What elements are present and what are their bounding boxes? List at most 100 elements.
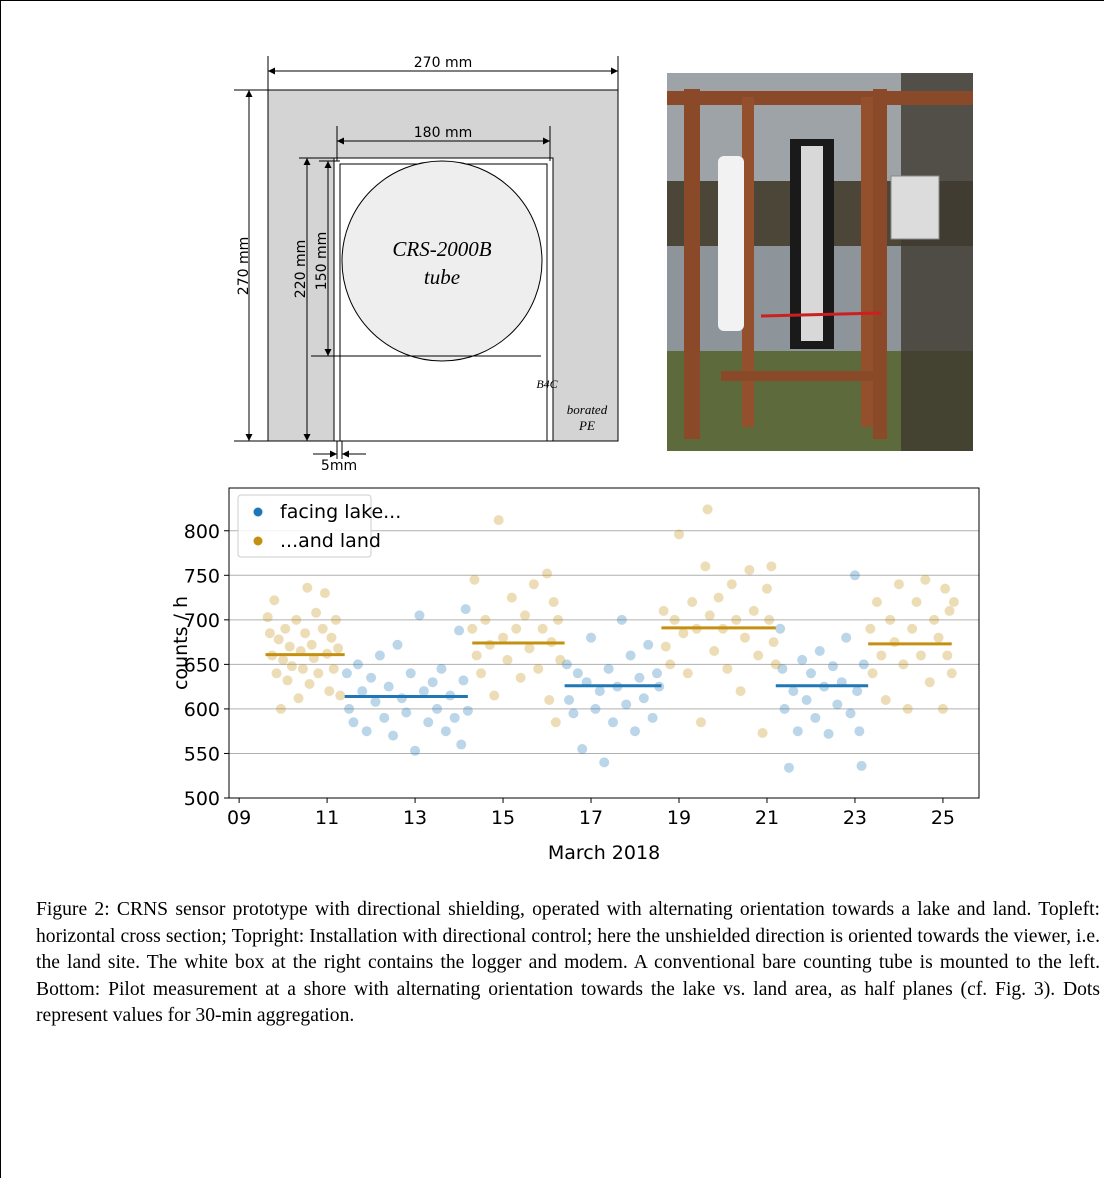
point — [379, 713, 389, 723]
point — [564, 695, 574, 705]
point — [758, 728, 768, 738]
dimension-label: 270 mm — [236, 237, 252, 295]
point — [529, 579, 539, 589]
point — [401, 707, 411, 717]
point — [731, 615, 741, 625]
point — [659, 606, 669, 616]
point — [542, 569, 552, 579]
point — [705, 610, 715, 620]
point — [263, 612, 273, 622]
point — [652, 668, 662, 678]
point — [942, 650, 952, 660]
x-tick-label: 21 — [755, 807, 779, 829]
point — [907, 624, 917, 634]
point — [806, 668, 816, 678]
point — [472, 650, 482, 660]
point — [586, 633, 596, 643]
point — [353, 659, 363, 669]
point — [665, 659, 675, 669]
point — [854, 726, 864, 736]
point — [375, 650, 385, 660]
point — [551, 717, 561, 727]
y-tick-label: 550 — [184, 743, 220, 765]
point — [489, 691, 499, 701]
y-tick-label: 500 — [184, 788, 220, 810]
point — [925, 677, 935, 687]
point — [333, 643, 343, 653]
point — [824, 729, 834, 739]
point — [283, 675, 293, 685]
point — [894, 579, 904, 589]
figure: 270 mm 180 mm 270 mm 220 mm 150 mm 5mm C… — [1, 1, 1104, 881]
point — [344, 704, 354, 714]
point — [643, 640, 653, 650]
point — [722, 664, 732, 674]
point — [749, 606, 759, 616]
point — [903, 704, 913, 714]
point — [762, 584, 772, 594]
point — [388, 731, 398, 741]
point — [947, 668, 957, 678]
point — [436, 664, 446, 674]
point — [832, 699, 842, 709]
point — [872, 597, 882, 607]
point — [661, 642, 671, 652]
point — [626, 650, 636, 660]
point — [604, 664, 614, 674]
point — [280, 624, 290, 634]
y-tick-label: 600 — [184, 699, 220, 721]
legend-label: ...and land — [280, 530, 381, 552]
x-tick-label: 11 — [315, 807, 339, 829]
point — [714, 593, 724, 603]
x-tick-label: 09 — [227, 807, 251, 829]
point — [929, 615, 939, 625]
point — [828, 661, 838, 671]
dimension-label: 180 mm — [414, 125, 472, 141]
x-tick-label: 25 — [931, 807, 955, 829]
point — [810, 713, 820, 723]
point — [494, 515, 504, 525]
point — [502, 655, 512, 665]
point — [573, 668, 583, 678]
point — [265, 628, 275, 638]
point — [696, 717, 706, 727]
material-label: PE — [578, 418, 595, 433]
point — [485, 640, 495, 650]
point — [938, 704, 948, 714]
point — [553, 615, 563, 625]
point — [876, 650, 886, 660]
point — [324, 686, 334, 696]
point — [480, 615, 490, 625]
point — [294, 693, 304, 703]
point — [414, 610, 424, 620]
point — [846, 708, 856, 718]
point — [674, 529, 684, 539]
point — [859, 659, 869, 669]
point — [744, 565, 754, 575]
point — [397, 693, 407, 703]
point — [788, 686, 798, 696]
point — [771, 659, 781, 669]
point — [461, 604, 471, 614]
point — [850, 570, 860, 580]
point — [469, 575, 479, 585]
point — [766, 561, 776, 571]
point — [703, 504, 713, 514]
x-tick-label: 15 — [491, 807, 515, 829]
point — [549, 597, 559, 607]
point — [802, 695, 812, 705]
x-tick-label: 19 — [667, 807, 691, 829]
page: 270 mm 180 mm 270 mm 220 mm 150 mm 5mm C… — [0, 0, 1104, 1178]
point — [709, 646, 719, 656]
point — [476, 668, 486, 678]
point — [392, 640, 402, 650]
point — [740, 633, 750, 643]
point — [456, 740, 466, 750]
photo — [667, 73, 973, 451]
point — [467, 624, 477, 634]
point — [780, 704, 790, 714]
point — [520, 610, 530, 620]
point — [865, 624, 875, 634]
point — [300, 628, 310, 638]
point — [331, 615, 341, 625]
